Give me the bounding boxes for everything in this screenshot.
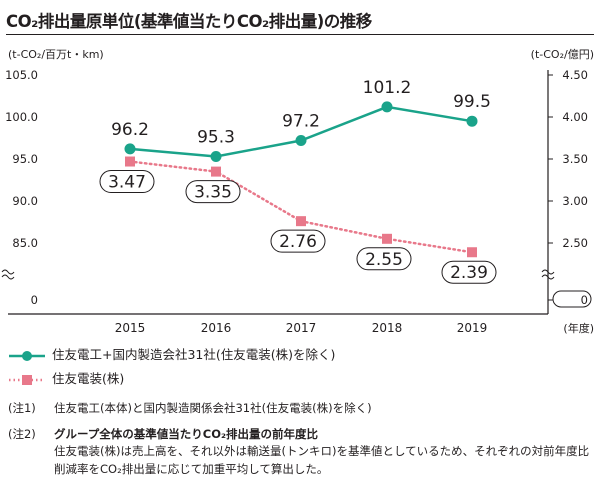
left-tick-label: 95.0: [12, 152, 38, 166]
series-2-label-box: [270, 229, 326, 253]
chart-title: CO₂排出量原単位(基準値当たりCO₂排出量)の推移: [6, 12, 372, 31]
dual-axis-line-chart: (t-CO₂/百万t・km) (t-CO₂/億円) 105.0 100.0 95.0 9…: [1, 48, 594, 335]
right-tick-label: 3.00: [562, 194, 588, 208]
category-label: 2017: [286, 321, 317, 335]
left-tick-label: 100.0: [5, 110, 38, 124]
series-2-point: [296, 216, 306, 227]
right-axis-break-icon-b: [541, 274, 555, 280]
left-tick-label: 0: [31, 293, 38, 307]
series-1-data-label: 95.3: [197, 127, 235, 147]
right-tick-label: 4.50: [562, 68, 588, 82]
series-2-data-label: 3.35: [194, 183, 232, 203]
right-tick-label: 4.00: [562, 110, 588, 124]
category-label: 2018: [372, 321, 403, 335]
legend-swatch-circle-icon: [8, 350, 46, 362]
right-tick-label: 2.50: [562, 236, 588, 250]
notes: (注1) 住友電工(本体)と国内製造関係会社31社(住友電装(株)を除く) (注…: [8, 400, 594, 478]
title-rule: [6, 34, 594, 35]
series-2-point: [382, 233, 392, 244]
series-1-point: [124, 143, 136, 155]
series-1-point: [381, 101, 393, 113]
series-2-label-box: [99, 170, 155, 194]
series-2-data-label: 2.76: [279, 232, 317, 252]
note-1-text: 住友電工(本体)と国内製造関係会社31社(住友電装(株)を除く): [54, 401, 372, 415]
left-tick-label: 85.0: [12, 236, 38, 250]
series-2-label-box: [441, 260, 497, 284]
series-2-point: [467, 247, 477, 258]
right-axis-label: (t-CO₂/億円): [531, 48, 594, 61]
series-1-data-label: 97.2: [282, 112, 320, 132]
legend-swatch-square-icon: [8, 374, 46, 386]
series-1-point: [295, 135, 307, 147]
series-2-data-label: 2.39: [450, 263, 488, 283]
note-2: (注2) グループ全体の基準値当たりCO₂排出量の前年度比: [8, 426, 594, 444]
category-label: 2019: [457, 321, 488, 335]
series-1-point: [210, 150, 222, 162]
left-axis-break-icon-a: [1, 269, 15, 275]
series-2-point: [211, 166, 221, 177]
left-axis-break-icon-b: [1, 274, 15, 280]
left-axis-label: (t-CO₂/百万t・km): [8, 48, 104, 61]
note-1: (注1) 住友電工(本体)と国内製造関係会社31社(住友電装(株)を除く): [8, 400, 594, 418]
left-tick-label: 105.0: [5, 68, 38, 82]
right-tick-label: 3.50: [562, 152, 588, 166]
series-2-label-box: [185, 180, 241, 204]
legend-label-series-1: 住友電工+国内製造会社31社(住友電装(株)を除く): [52, 347, 336, 362]
note-2-heading: グループ全体の基準値当たりCO₂排出量の前年度比: [54, 426, 319, 441]
right-axis-break-icon-a: [541, 269, 555, 275]
note-2-body: 住友電装(株)は売上高を、それ以外は輸送量(トンキロ)を基準値としているため、そ…: [54, 444, 590, 476]
legend-item-series-2: 住友電装(株): [8, 368, 124, 387]
left-tick-label: 90.0: [12, 194, 38, 208]
legend-item-series-1: 住友電工+国内製造会社31社(住友電装(株)を除く): [8, 344, 335, 363]
series-2-label-box: [356, 247, 412, 271]
series-1-point: [466, 115, 478, 127]
series-2-data-label: 3.47: [108, 173, 146, 193]
legend-label-series-2: 住友電装(株): [52, 371, 125, 386]
right-zero-box: [552, 290, 592, 308]
series-2-data-label: 2.55: [365, 250, 403, 270]
category-label: 2016: [201, 321, 232, 335]
right-tick-label: 0: [581, 293, 588, 307]
note-2-key: (注2): [8, 426, 36, 441]
category-label: 2015: [115, 321, 146, 335]
series-2-point: [125, 156, 135, 167]
note-1-key: (注1): [8, 401, 36, 415]
series-1-data-label: 96.2: [111, 120, 149, 140]
series-1-data-label: 99.5: [453, 92, 491, 112]
x-axis-label: (年度): [563, 321, 594, 335]
series-1-data-label: 101.2: [363, 78, 412, 98]
